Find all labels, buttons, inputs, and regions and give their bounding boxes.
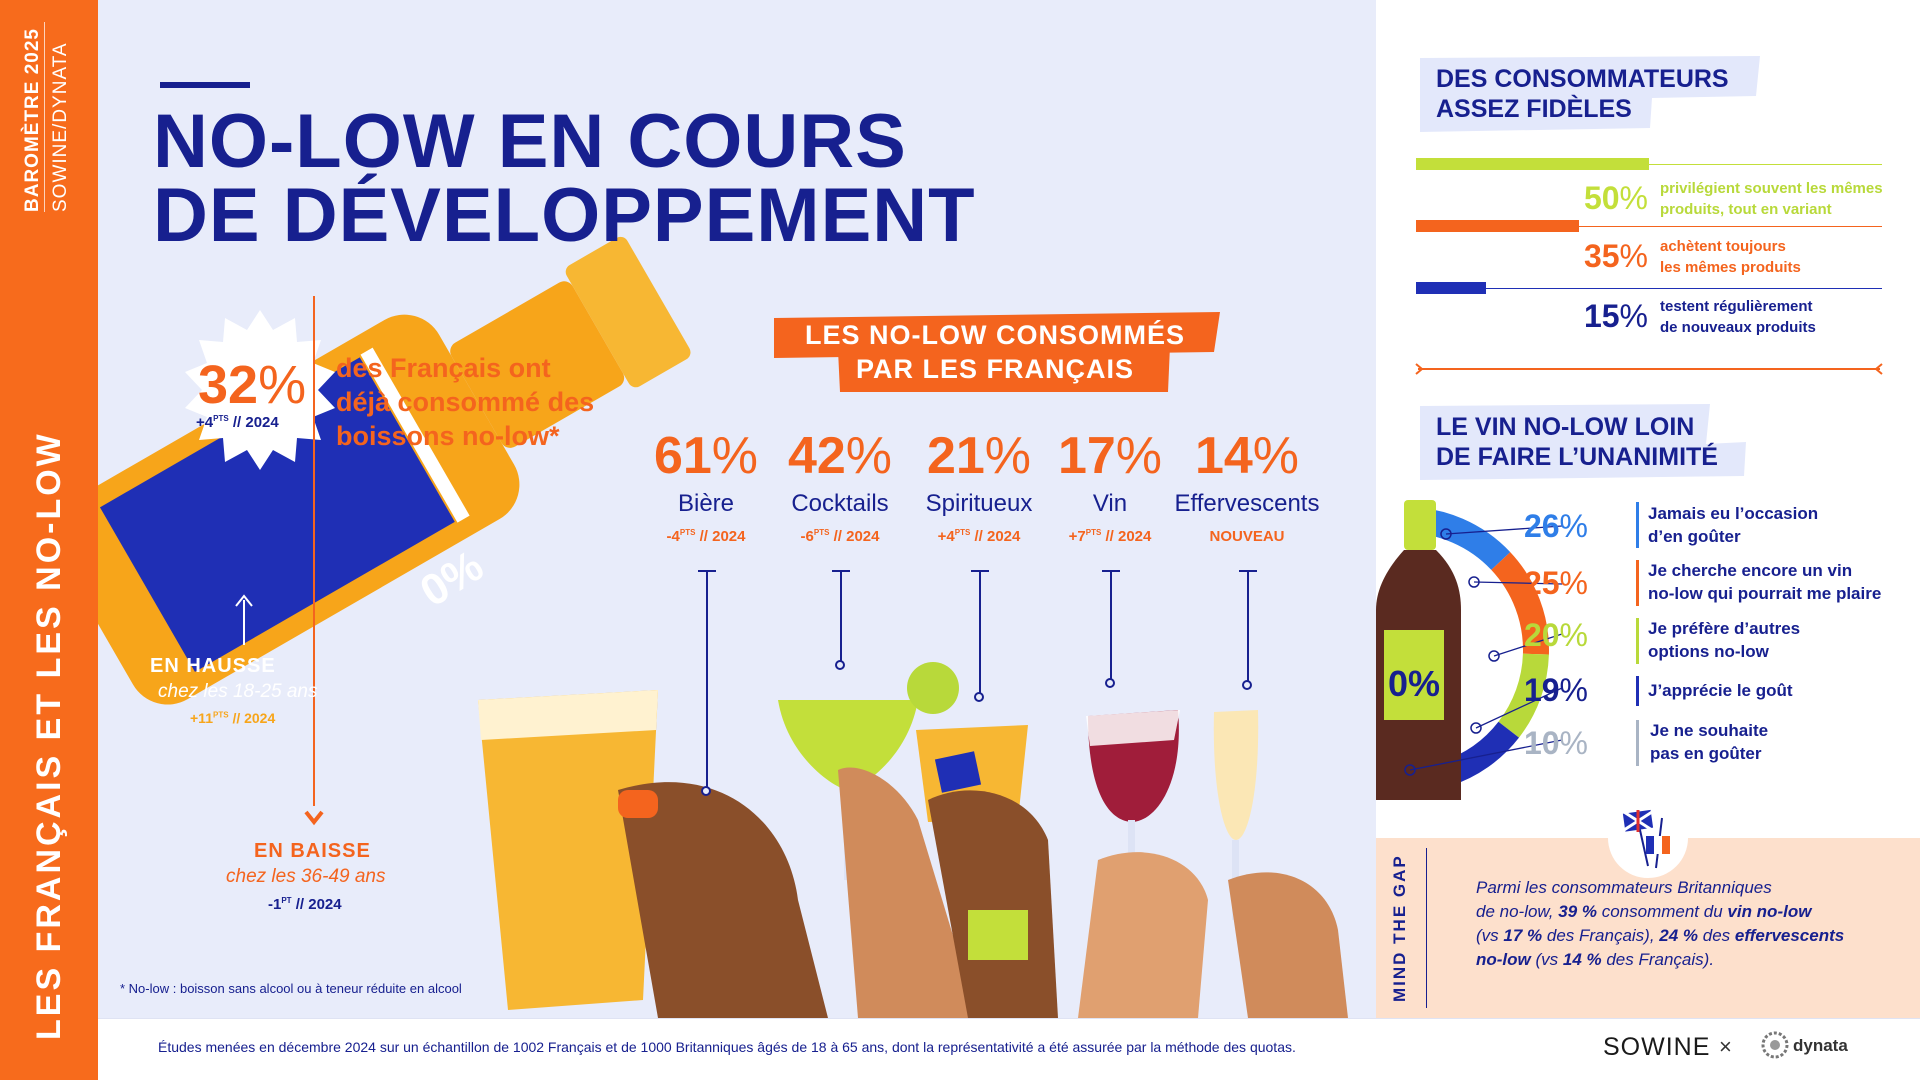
barometer-year-label: BAROMÈTRE 2025 — [22, 28, 43, 212]
logo-separator: × — [1719, 1034, 1732, 1059]
bottle-illustration — [98, 236, 691, 705]
loyalty-rule-1 — [1416, 164, 1882, 165]
overall-stat-delta: +4PTS // 2024 — [196, 414, 279, 431]
wine-opinion-text-5: Je ne souhaite pas en goûter — [1650, 721, 1769, 763]
consumed-title-line1: LES NO-LOW CONSOMMÉS — [805, 320, 1185, 350]
wine-opinion-bar-1 — [1636, 502, 1639, 548]
pin-beer — [706, 570, 708, 788]
mind-the-gap-text: Parmi les consommateurs Britanniques de … — [1476, 878, 1845, 970]
pin-spirits — [979, 570, 981, 694]
drinks-illustration: 0% — [98, 236, 1348, 1018]
loyalty-bar-3 — [1416, 282, 1486, 294]
loyalty-separator — [1415, 363, 1883, 375]
wine-bottle-label: 0% — [1388, 663, 1440, 704]
trend-up-subtitle: chez les 18-25 ans — [158, 681, 318, 702]
beer-glass-illustration — [478, 690, 828, 1018]
trend-up-title: EN HAUSSE — [150, 655, 276, 677]
ring-segment — [1498, 653, 1549, 738]
loyalty-value-3: 15% — [1583, 298, 1648, 334]
consumed-section-banner — [774, 312, 1220, 392]
trend-down-title: EN BAISSE — [254, 840, 371, 862]
wine-opinion-value-4: 19% — [1523, 672, 1588, 708]
footer — [98, 1018, 1920, 1080]
wine-opinion-value-2: 25% — [1523, 565, 1588, 601]
pin-sparkling-dot — [1242, 680, 1252, 690]
wine-opinion-ring: 0% — [1376, 500, 1549, 800]
mind-the-gap-divider — [1426, 848, 1427, 1008]
wine-opinion-text-3: Je préfère d’autres options no-low — [1648, 619, 1801, 661]
loyalty-text-2: achètent toujours les mêmes produits — [1660, 238, 1801, 276]
overall-stat-value: 32% — [198, 355, 307, 415]
trend-down-subtitle: chez les 36-49 ans — [226, 866, 386, 887]
wine-opinion-title-box — [1420, 404, 1746, 480]
footer-methodology: Études menées en décembre 2024 sur un éc… — [158, 1039, 1296, 1055]
dynata-logo: dynata — [1793, 1036, 1848, 1055]
wine-opinion-value-1: 26% — [1523, 508, 1588, 544]
flags-icon — [1608, 798, 1688, 878]
pin-wine — [1110, 570, 1112, 680]
wine-opinion-text-2: Je cherche encore un vin no-low qui pourr… — [1648, 561, 1882, 603]
wine-opinion-bar-2 — [1636, 560, 1639, 606]
stat-badge-burst — [185, 310, 335, 470]
wine-opinion-value-3: 20% — [1523, 617, 1588, 653]
pin-cocktails — [840, 570, 842, 662]
loyalty-rule-3 — [1416, 288, 1882, 289]
loyalty-rule-2 — [1416, 226, 1882, 227]
mind-the-gap-label: MIND THE GAP — [1390, 854, 1409, 1002]
wine-opinion-leaders — [1404, 525, 1563, 776]
wine-opinion-bar-4 — [1636, 676, 1639, 706]
wine-opinion-bar-5 — [1636, 720, 1639, 766]
loyalty-value-1: 50% — [1583, 180, 1648, 216]
loyalty-value-2: 35% — [1583, 238, 1648, 274]
side-title: LES FRANÇAIS ET LES NO-LOW — [30, 431, 68, 1040]
title-accent-rule — [160, 82, 250, 88]
trend-divider — [313, 296, 315, 806]
page-title-line1: NO-LOW EN COURS — [153, 99, 907, 184]
trend-up-delta: +11PTS // 2024 — [190, 710, 276, 726]
consumed-title-line2: PAR LES FRANÇAIS — [855, 354, 1134, 384]
wine-opinion-bar-3 — [1636, 618, 1639, 664]
spirit-glass-illustration — [916, 725, 1058, 1018]
loyalty-text-3: testent régulièrement de nouveaux produit… — [1660, 298, 1816, 336]
overall-stat-text: des Français ont déjà consommé des boiss… — [336, 353, 595, 451]
sowine-logo: SOWINE — [1603, 1033, 1711, 1061]
loyalty-title: DES CONSOMMATEURS ASSEZ FIDÈLES — [1436, 65, 1729, 123]
main-panel: 0% — [98, 0, 1376, 1018]
trend-down-delta: -1PT // 2024 — [268, 896, 342, 913]
wine-opinion-text-1: Jamais eu l’occasion d’en goûter — [1648, 504, 1819, 546]
ring-segment — [1491, 552, 1549, 655]
page-title-line2: DE DÉVELOPPEMENT — [153, 173, 976, 258]
wine-glass-illustration — [1078, 710, 1208, 1018]
pin-cocktails-dot — [835, 660, 845, 670]
loyalty-title-box — [1420, 56, 1760, 132]
loyalty-bar-1 — [1416, 158, 1649, 170]
pin-sparkling — [1247, 570, 1249, 682]
champagne-flute-illustration — [1213, 710, 1348, 1018]
category-wine: 17% Vin +7PTS // 2024 — [1057, 427, 1163, 545]
loyalty-text-1: privilégient souvent les mêmes produits, … — [1660, 180, 1883, 218]
wine-opinion-value-5: 10% — [1523, 725, 1588, 761]
wine-bottle-illustration — [1376, 500, 1461, 800]
pin-wine-dot — [1105, 678, 1115, 688]
side-banner — [0, 0, 98, 1080]
side-divider — [44, 22, 45, 212]
barometer-source-label: SOWINE/DYNATA — [50, 42, 71, 212]
footnote: * No-low : boisson sans alcool ou à tene… — [120, 981, 462, 996]
arrow-down-icon — [304, 810, 324, 826]
category-cocktails: 42% Cocktails -6PTS // 2024 — [787, 427, 893, 545]
dynata-logo-icon — [1761, 1031, 1789, 1059]
pin-beer-dot — [701, 786, 711, 796]
wine-opinion-text-4: J’apprécie le goût — [1648, 681, 1793, 700]
category-beer: 61% Bière -4PTS // 2024 — [653, 427, 759, 545]
cocktail-glass-illustration — [778, 662, 978, 1018]
category-spirits: 21% Spiritueux +4PTS // 2024 — [925, 427, 1033, 545]
wine-opinion-title: LE VIN NO-LOW LOIN DE FAIRE L’UNANIMITÉ — [1436, 413, 1718, 471]
loyalty-bar-2 — [1416, 220, 1579, 232]
category-sparkling: 14% Effervescents NOUVEAU — [1174, 427, 1320, 545]
pin-spirits-dot — [974, 692, 984, 702]
